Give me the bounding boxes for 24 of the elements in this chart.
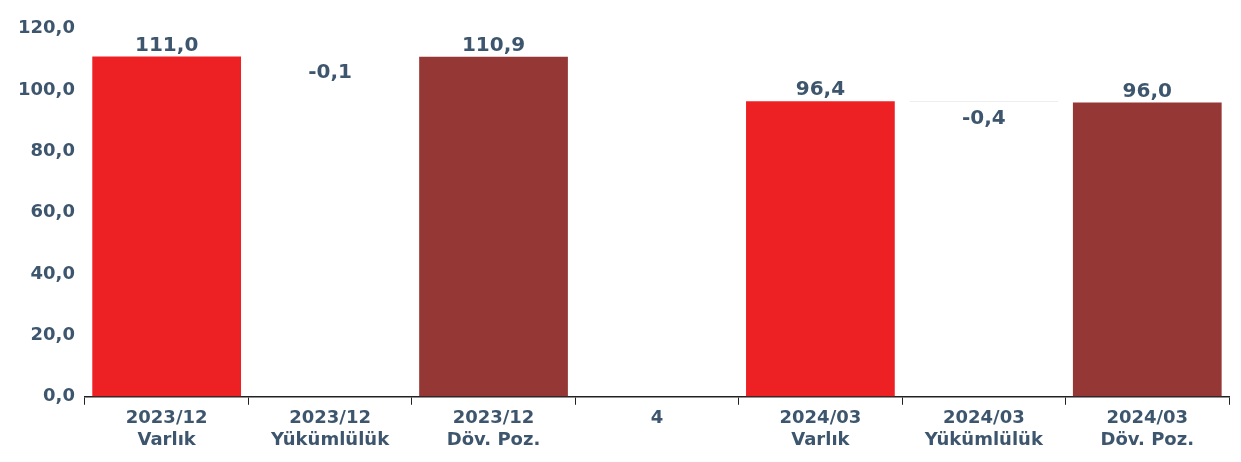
- x-tick-label: 2024/03 Yükümlülük: [923, 406, 1044, 449]
- y-tick-label: 20,0: [30, 323, 75, 345]
- x-tick-label: 4: [650, 406, 664, 428]
- y-tick-label: 0,0: [43, 384, 75, 406]
- data-label: 111,0: [135, 31, 199, 56]
- x-tick-label: 2023/12 Varlık: [125, 406, 208, 449]
- y-tick-label: 80,0: [30, 139, 75, 161]
- bar: [419, 56, 568, 397]
- x-tick-label: 2024/03 Döv. Poz.: [1100, 406, 1195, 449]
- data-label: 110,9: [461, 31, 526, 56]
- data-label: 96,4: [795, 76, 846, 101]
- x-tick-label: 2023/12 Yükümlülük: [270, 406, 391, 449]
- y-tick-label: 60,0: [30, 200, 75, 222]
- x-tick-label: 2024/03 Varlık: [779, 406, 862, 449]
- x-tick-label: 2023/12 Döv. Poz.: [446, 406, 541, 449]
- bar: [92, 56, 242, 397]
- bar: [1072, 102, 1222, 397]
- data-label: -0,4: [961, 104, 1006, 129]
- y-tick-label: 120,0: [18, 16, 75, 38]
- data-label: -0,1: [308, 58, 352, 83]
- bar: [746, 101, 895, 397]
- data-label: 96,0: [1122, 77, 1172, 102]
- y-tick-label: 100,0: [18, 77, 75, 99]
- y-tick-label: 40,0: [30, 261, 75, 283]
